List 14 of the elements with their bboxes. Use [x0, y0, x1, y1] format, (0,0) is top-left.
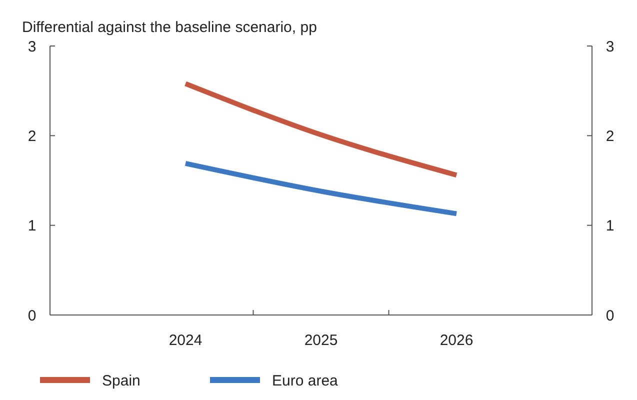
legend-label: Spain: [102, 372, 140, 390]
y2-tick-label: 3: [606, 38, 614, 56]
x-tick-label: 2024: [168, 332, 202, 349]
legend-label: Euro area: [272, 372, 339, 390]
y-tick-label: 0: [28, 307, 36, 324]
y2-tick-label: 2: [606, 128, 614, 145]
chart-title: Differential against the baseline scenario, pp: [22, 19, 317, 36]
y-tick-label: 2: [28, 128, 36, 145]
y2-tick-label: 0: [606, 307, 614, 324]
x-tick-label: 2026: [440, 332, 474, 349]
y2-tick-label: 1: [606, 218, 614, 235]
x-tick-label: 2025: [304, 332, 338, 349]
y-tick-label: 3: [28, 38, 36, 56]
y-tick-label: 1: [28, 218, 36, 235]
